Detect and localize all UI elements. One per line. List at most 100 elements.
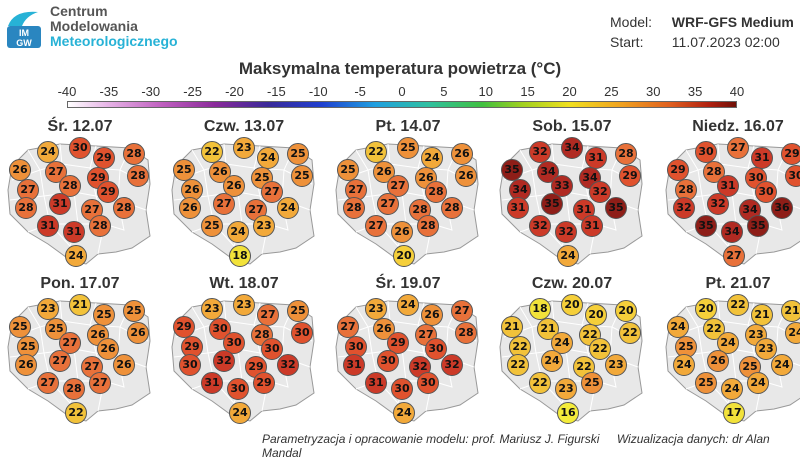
temperature-marker: 31 bbox=[751, 147, 773, 169]
temperature-marker: 26 bbox=[127, 322, 149, 344]
temperature-marker: 18 bbox=[529, 298, 551, 320]
temperature-marker: 29 bbox=[781, 143, 800, 165]
temperature-marker: 21 bbox=[781, 300, 800, 322]
temperature-marker: 27 bbox=[727, 137, 749, 159]
colorbar-label: 40 bbox=[729, 84, 745, 99]
temperature-marker: 20 bbox=[393, 245, 415, 267]
temperature-marker: 25 bbox=[337, 159, 359, 181]
temperature-marker: 25 bbox=[93, 304, 115, 326]
temperature-marker: 22 bbox=[507, 354, 529, 376]
temperature-marker: 27 bbox=[451, 300, 473, 322]
temperature-marker: 31 bbox=[343, 354, 365, 376]
temperature-marker: 30 bbox=[69, 137, 91, 159]
temperature-marker: 27 bbox=[17, 179, 39, 201]
temperature-marker: 27 bbox=[89, 372, 111, 394]
temperature-marker: 24 bbox=[277, 197, 299, 219]
temperature-marker: 26 bbox=[391, 221, 413, 243]
panel-date-title: Czw. 20.07 bbox=[531, 275, 613, 292]
temperature-marker: 30 bbox=[695, 141, 717, 163]
temperature-marker: 25 bbox=[9, 316, 31, 338]
footer: Parametryzacja i opracowanie modelu: pro… bbox=[262, 432, 800, 460]
poland-map: 32 34 31 28 35 34 34 29 34 33 32 31 35 31 35 32 32 31 24 bbox=[492, 137, 652, 280]
temperature-marker: 25 bbox=[287, 300, 309, 322]
temperature-marker: 27 bbox=[49, 350, 71, 372]
temperature-marker: 36 bbox=[771, 197, 793, 219]
temperature-marker: 23 bbox=[233, 137, 255, 159]
temperature-marker: 28 bbox=[455, 322, 477, 344]
temperature-marker: 32 bbox=[673, 197, 695, 219]
temperature-marker: 29 bbox=[253, 372, 275, 394]
temperature-marker: 34 bbox=[561, 137, 583, 159]
poland-map: 30 27 31 29 29 28 30 30 28 31 30 32 32 34 36 35 34 35 27 bbox=[658, 137, 800, 280]
temperature-marker: 30 bbox=[417, 372, 439, 394]
temperature-marker: 29 bbox=[619, 165, 641, 187]
temperature-marker: 30 bbox=[755, 181, 777, 203]
temperature-marker: 30 bbox=[291, 322, 313, 344]
temperature-marker: 27 bbox=[365, 215, 387, 237]
temperature-marker: 29 bbox=[667, 159, 689, 181]
temperature-marker: 32 bbox=[213, 350, 235, 372]
temperature-marker: 30 bbox=[223, 332, 245, 354]
temperature-marker: 20 bbox=[585, 304, 607, 326]
temperature-marker: 23 bbox=[253, 215, 275, 237]
temperature-marker: 27 bbox=[377, 193, 399, 215]
poland-map: 18 20 20 20 21 21 22 22 22 24 22 22 24 22 23 22 23 25 16 bbox=[492, 294, 652, 437]
temperature-marker: 21 bbox=[501, 316, 523, 338]
temperature-marker: 31 bbox=[585, 147, 607, 169]
colorbar-label: 15 bbox=[520, 84, 535, 99]
temperature-marker: 26 bbox=[455, 165, 477, 187]
temperature-marker: 24 bbox=[717, 332, 739, 354]
logo-line-1: Centrum bbox=[50, 3, 108, 19]
temperature-marker: 25 bbox=[123, 300, 145, 322]
poland-map: 22 23 24 25 25 26 25 25 26 26 27 26 27 27 24 25 24 23 18 bbox=[164, 137, 324, 280]
forecast-panel: Pon. 17.07 23 21 25 25 25 25 26 26 25 27 26 26 27 27 26… bbox=[0, 275, 160, 445]
temperature-marker: 27 bbox=[337, 316, 359, 338]
temperature-marker: 30 bbox=[785, 165, 800, 187]
poland-map: 20 22 21 21 24 22 23 24 25 24 23 24 26 25 24 25 24 24 17 bbox=[658, 294, 800, 437]
panel-date-title: Pt. 14.07 bbox=[375, 118, 441, 135]
forecast-panel: Wt. 18.07 23 23 27 25 29 30 28 30 29 30 30 30 32 29 32 3… bbox=[164, 275, 324, 445]
temperature-marker: 24 bbox=[747, 372, 769, 394]
temperature-marker: 27 bbox=[59, 332, 81, 354]
temperature-marker: 24 bbox=[393, 402, 415, 424]
footer-credit-model: Parametryzacja i opracowanie modelu: pro… bbox=[262, 432, 600, 446]
temperature-marker: 23 bbox=[201, 298, 223, 320]
temperature-marker: 26 bbox=[223, 175, 245, 197]
temperature-marker: 27 bbox=[387, 175, 409, 197]
temperature-marker: 24 bbox=[421, 147, 443, 169]
temperature-marker: 24 bbox=[673, 354, 695, 376]
temperature-marker: 31 bbox=[365, 372, 387, 394]
logo-line-2: Modelowania bbox=[50, 18, 138, 34]
colorbar-label: 35 bbox=[687, 84, 703, 99]
temperature-marker: 20 bbox=[561, 294, 583, 316]
temperature-marker: 25 bbox=[695, 372, 717, 394]
temperature-marker: 31 bbox=[581, 215, 603, 237]
temperature-marker: 32 bbox=[441, 354, 463, 376]
temperature-marker: 26 bbox=[707, 350, 729, 372]
temperature-marker: 25 bbox=[287, 143, 309, 165]
temperature-marker: 20 bbox=[615, 300, 637, 322]
temperature-marker: 34 bbox=[579, 167, 601, 189]
temperature-marker: 29 bbox=[93, 147, 115, 169]
poland-map: 23 21 25 25 25 25 26 26 25 27 26 26 27 27 26 27 28 27 22 bbox=[0, 294, 160, 437]
panel-date-title: Czw. 13.07 bbox=[203, 118, 285, 135]
temperature-marker: 28 bbox=[675, 179, 697, 201]
temperature-marker: 25 bbox=[397, 137, 419, 159]
temperature-marker: 32 bbox=[555, 221, 577, 243]
temperature-marker: 27 bbox=[257, 304, 279, 326]
panel-date-title: Pt. 21.07 bbox=[705, 275, 771, 292]
colorbar-labels: -40 -35 -30 -25 -20 -15 -10 -5 0 5 10 15 20 25 30 35 40 bbox=[47, 84, 747, 100]
model-value: WRF-GFS Medium bbox=[671, 14, 794, 30]
colorbar-label: -35 bbox=[99, 84, 119, 99]
temperature-marker: 24 bbox=[37, 141, 59, 163]
temperature-marker: 33 bbox=[551, 175, 573, 197]
temperature-marker: 32 bbox=[589, 181, 611, 203]
model-info: Model: WRF-GFS Medium Start: 11.07.2023 … bbox=[610, 12, 794, 52]
temperature-marker: 28 bbox=[343, 197, 365, 219]
temperature-marker: 27 bbox=[723, 245, 745, 267]
svg-text:GW: GW bbox=[16, 38, 32, 48]
temperature-marker: 32 bbox=[277, 354, 299, 376]
temperature-marker: 23 bbox=[365, 298, 387, 320]
temperature-marker: 30 bbox=[391, 378, 413, 400]
panel-date-title: Śr. 12.07 bbox=[47, 118, 113, 135]
